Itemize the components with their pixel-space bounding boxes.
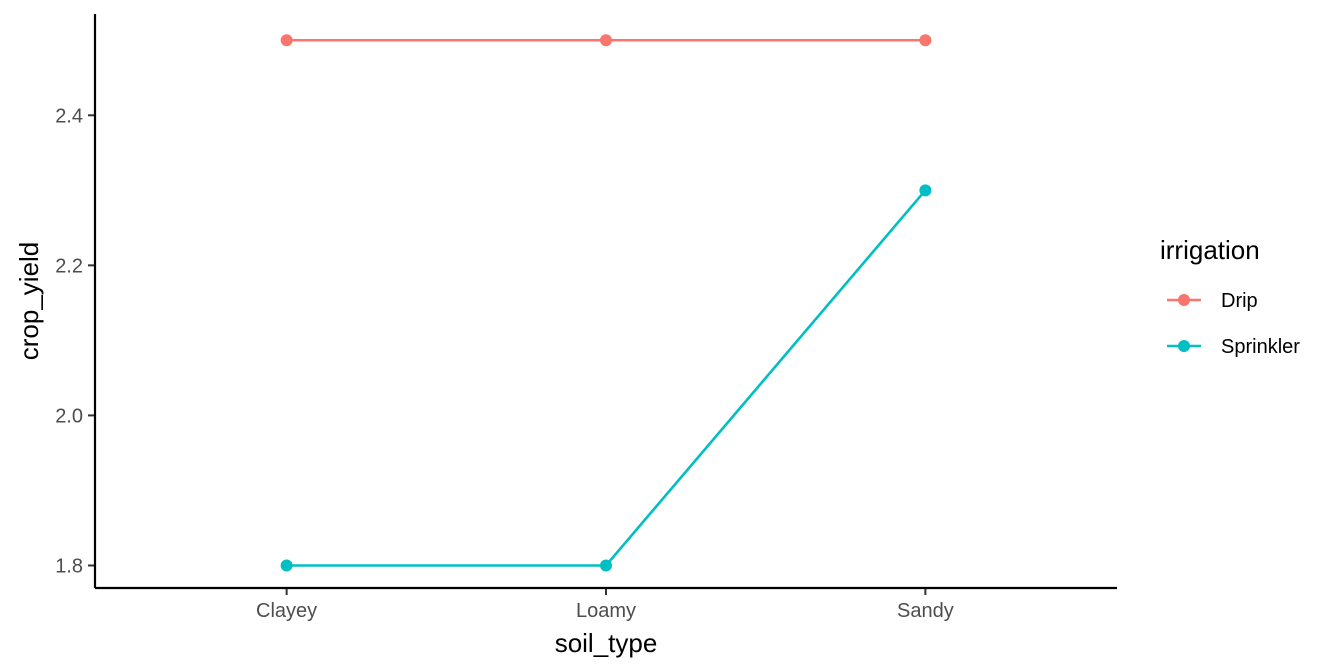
data-point [600, 34, 612, 47]
data-point [280, 34, 293, 47]
x-axis-title: soil_type [555, 628, 658, 658]
legend-key-point [1178, 340, 1190, 352]
legend-item-sprinkler: Sprinkler [1167, 336, 1300, 358]
x-tick-label: Sandy [897, 600, 954, 622]
data-point [919, 34, 932, 47]
data-point [919, 184, 932, 197]
y-tick-label: 1.8 [55, 555, 83, 577]
x-tick-label: Clayey [256, 600, 317, 622]
legend: irrigation Drip Sprinkler [1160, 235, 1300, 358]
y-tick-label: 2.4 [55, 105, 83, 127]
x-tick-label: Loamy [576, 600, 636, 622]
legend-title: irrigation [1160, 235, 1260, 265]
y-tick-label: 2.0 [55, 405, 83, 427]
series-sprinkler [280, 184, 932, 572]
y-axis-ticks: 1.8 2.0 2.2 2.4 [55, 105, 95, 577]
y-axis-title: crop_yield [14, 242, 44, 361]
legend-label: Sprinkler [1221, 336, 1300, 358]
legend-label: Drip [1221, 290, 1258, 312]
legend-key-point [1178, 294, 1190, 306]
series-layer [280, 34, 932, 572]
legend-item-drip: Drip [1167, 290, 1258, 312]
series-line [286, 189, 927, 567]
x-axis-ticks: Clayey Loamy Sandy [256, 588, 954, 622]
y-tick-label: 2.2 [55, 255, 83, 277]
data-point [600, 559, 612, 572]
data-point [280, 559, 293, 572]
series-drip [280, 34, 932, 47]
